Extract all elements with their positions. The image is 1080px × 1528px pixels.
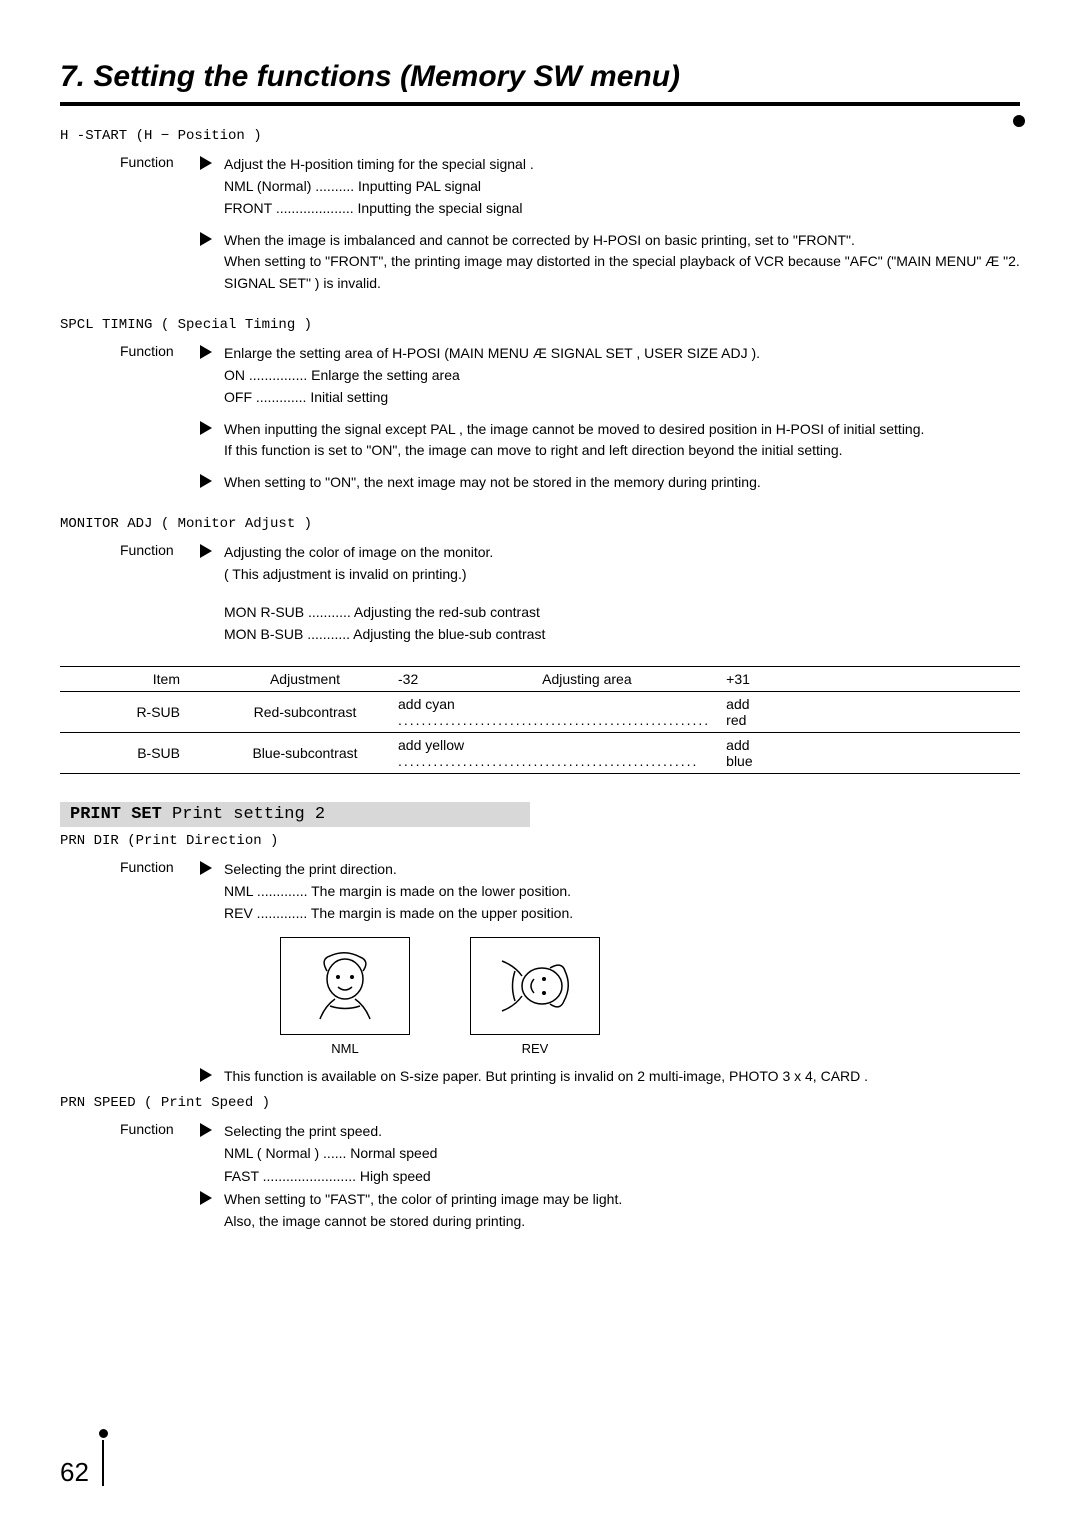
page-dot-icon <box>99 1429 108 1438</box>
function-label: Function <box>120 154 200 170</box>
td-right: add blue <box>718 732 778 773</box>
arrow-icon <box>200 544 212 558</box>
monitor-option-bsub: MON B-SUB ........... Adjusting the blue… <box>224 623 1020 645</box>
page-number: 62 <box>60 1457 89 1488</box>
prndir-option-nml: NML ............. The margin is made on … <box>224 880 1020 902</box>
hstart-note-2: When setting to "FRONT", the printing im… <box>224 251 1020 294</box>
hstart-option-front: FRONT .................... Inputting the… <box>224 197 1020 219</box>
print-set-section-bar: PRINT SET Print setting 2 <box>60 802 530 827</box>
prndir-heading: PRN DIR (Print Direction ) <box>60 833 1020 849</box>
table-row: R-SUB Red-subcontrast add cyan .........… <box>60 691 1020 732</box>
spcl-note-1b: If this function is set to "ON", the ima… <box>224 440 1020 462</box>
prnspeed-note-1: When setting to "FAST", the color of pri… <box>224 1189 1020 1211</box>
print-direction-images: NML REV <box>280 937 1020 1056</box>
td-item: B-SUB <box>60 732 220 773</box>
prndir-function-text: Selecting the print direction. <box>224 859 1020 880</box>
th-neg: -32 <box>390 666 456 691</box>
rev-image-frame <box>470 937 600 1035</box>
th-adj: Adjustment <box>220 666 390 691</box>
chapter-title: 7. Setting the functions (Memory SW menu… <box>60 60 1020 94</box>
th-pos: +31 <box>718 666 778 691</box>
function-label: Function <box>120 1121 200 1137</box>
td-adj: Red-subcontrast <box>220 691 390 732</box>
monitor-function-text: Adjusting the color of image on the moni… <box>224 542 1020 563</box>
print-set-rest: Print setting 2 <box>162 805 325 824</box>
monitor-option-rsub: MON R-SUB ........... Adjusting the red-… <box>224 601 1020 623</box>
arrow-icon <box>200 1191 212 1205</box>
monitor-heading: MONITOR ADJ ( Monitor Adjust ) <box>60 516 1020 532</box>
td-left: add cyan ...............................… <box>390 691 718 732</box>
th-area: Adjusting area <box>456 666 719 691</box>
arrow-icon <box>200 474 212 488</box>
th-item: Item <box>60 666 220 691</box>
prndir-note: This function is available on S-size pap… <box>224 1066 1020 1088</box>
prndir-option-rev: REV ............. The margin is made on … <box>224 902 1020 924</box>
cartoon-rev-icon <box>495 951 575 1021</box>
table-row: B-SUB Blue-subcontrast add yellow ......… <box>60 732 1020 773</box>
cartoon-nml-icon <box>305 951 385 1021</box>
td-right: add red <box>718 691 778 732</box>
arrow-icon <box>200 421 212 435</box>
page-rule-icon <box>102 1440 104 1486</box>
prnspeed-option-fast: FAST ........................ High speed <box>224 1165 1020 1187</box>
spcl-option-on: ON ............... Enlarge the setting a… <box>224 364 1020 386</box>
td-adj: Blue-subcontrast <box>220 732 390 773</box>
print-set-strong: PRINT SET <box>70 805 162 824</box>
td-item: R-SUB <box>60 691 220 732</box>
title-dot-icon <box>1013 115 1025 127</box>
function-label: Function <box>120 859 200 875</box>
rev-caption: REV <box>522 1041 549 1056</box>
nml-image-frame <box>280 937 410 1035</box>
arrow-icon <box>200 1068 212 1082</box>
adjustment-table: Item Adjustment -32 Adjusting area +31 R… <box>60 666 1020 774</box>
title-rule <box>60 102 1020 106</box>
hstart-note-1: When the image is imbalanced and cannot … <box>224 230 1020 252</box>
td-left: add yellow .............................… <box>390 732 718 773</box>
hstart-function-text: Adjust the H-position timing for the spe… <box>224 154 1020 175</box>
arrow-icon <box>200 345 212 359</box>
prnspeed-function-text: Selecting the print speed. <box>224 1121 1020 1142</box>
prnspeed-heading: PRN SPEED ( Print Speed ) <box>60 1095 1020 1111</box>
arrow-icon <box>200 232 212 246</box>
spcl-option-off: OFF ............. Initial setting <box>224 386 1020 408</box>
function-label: Function <box>120 542 200 558</box>
spcl-note-2: When setting to "ON", the next image may… <box>224 472 1020 494</box>
arrow-icon <box>200 861 212 875</box>
hstart-heading: H -START (H − Position ) <box>60 128 1020 144</box>
arrow-icon <box>200 1123 212 1137</box>
table-header-row: Item Adjustment -32 Adjusting area +31 <box>60 666 1020 691</box>
hstart-option-nml: NML (Normal) .......... Inputting PAL si… <box>224 175 1020 197</box>
prnspeed-note-2: Also, the image cannot be stored during … <box>224 1211 1020 1233</box>
spcl-heading: SPCL TIMING ( Special Timing ) <box>60 317 1020 333</box>
arrow-icon <box>200 156 212 170</box>
nml-caption: NML <box>331 1041 358 1056</box>
prnspeed-option-nml: NML ( Normal ) ...... Normal speed <box>224 1142 1020 1164</box>
monitor-sub-note: ( This adjustment is invalid on printing… <box>224 563 1020 585</box>
function-label: Function <box>120 343 200 359</box>
spcl-function-text: Enlarge the setting area of H-POSI (MAIN… <box>224 343 1020 364</box>
spcl-note-1a: When inputting the signal except PAL , t… <box>224 419 1020 441</box>
